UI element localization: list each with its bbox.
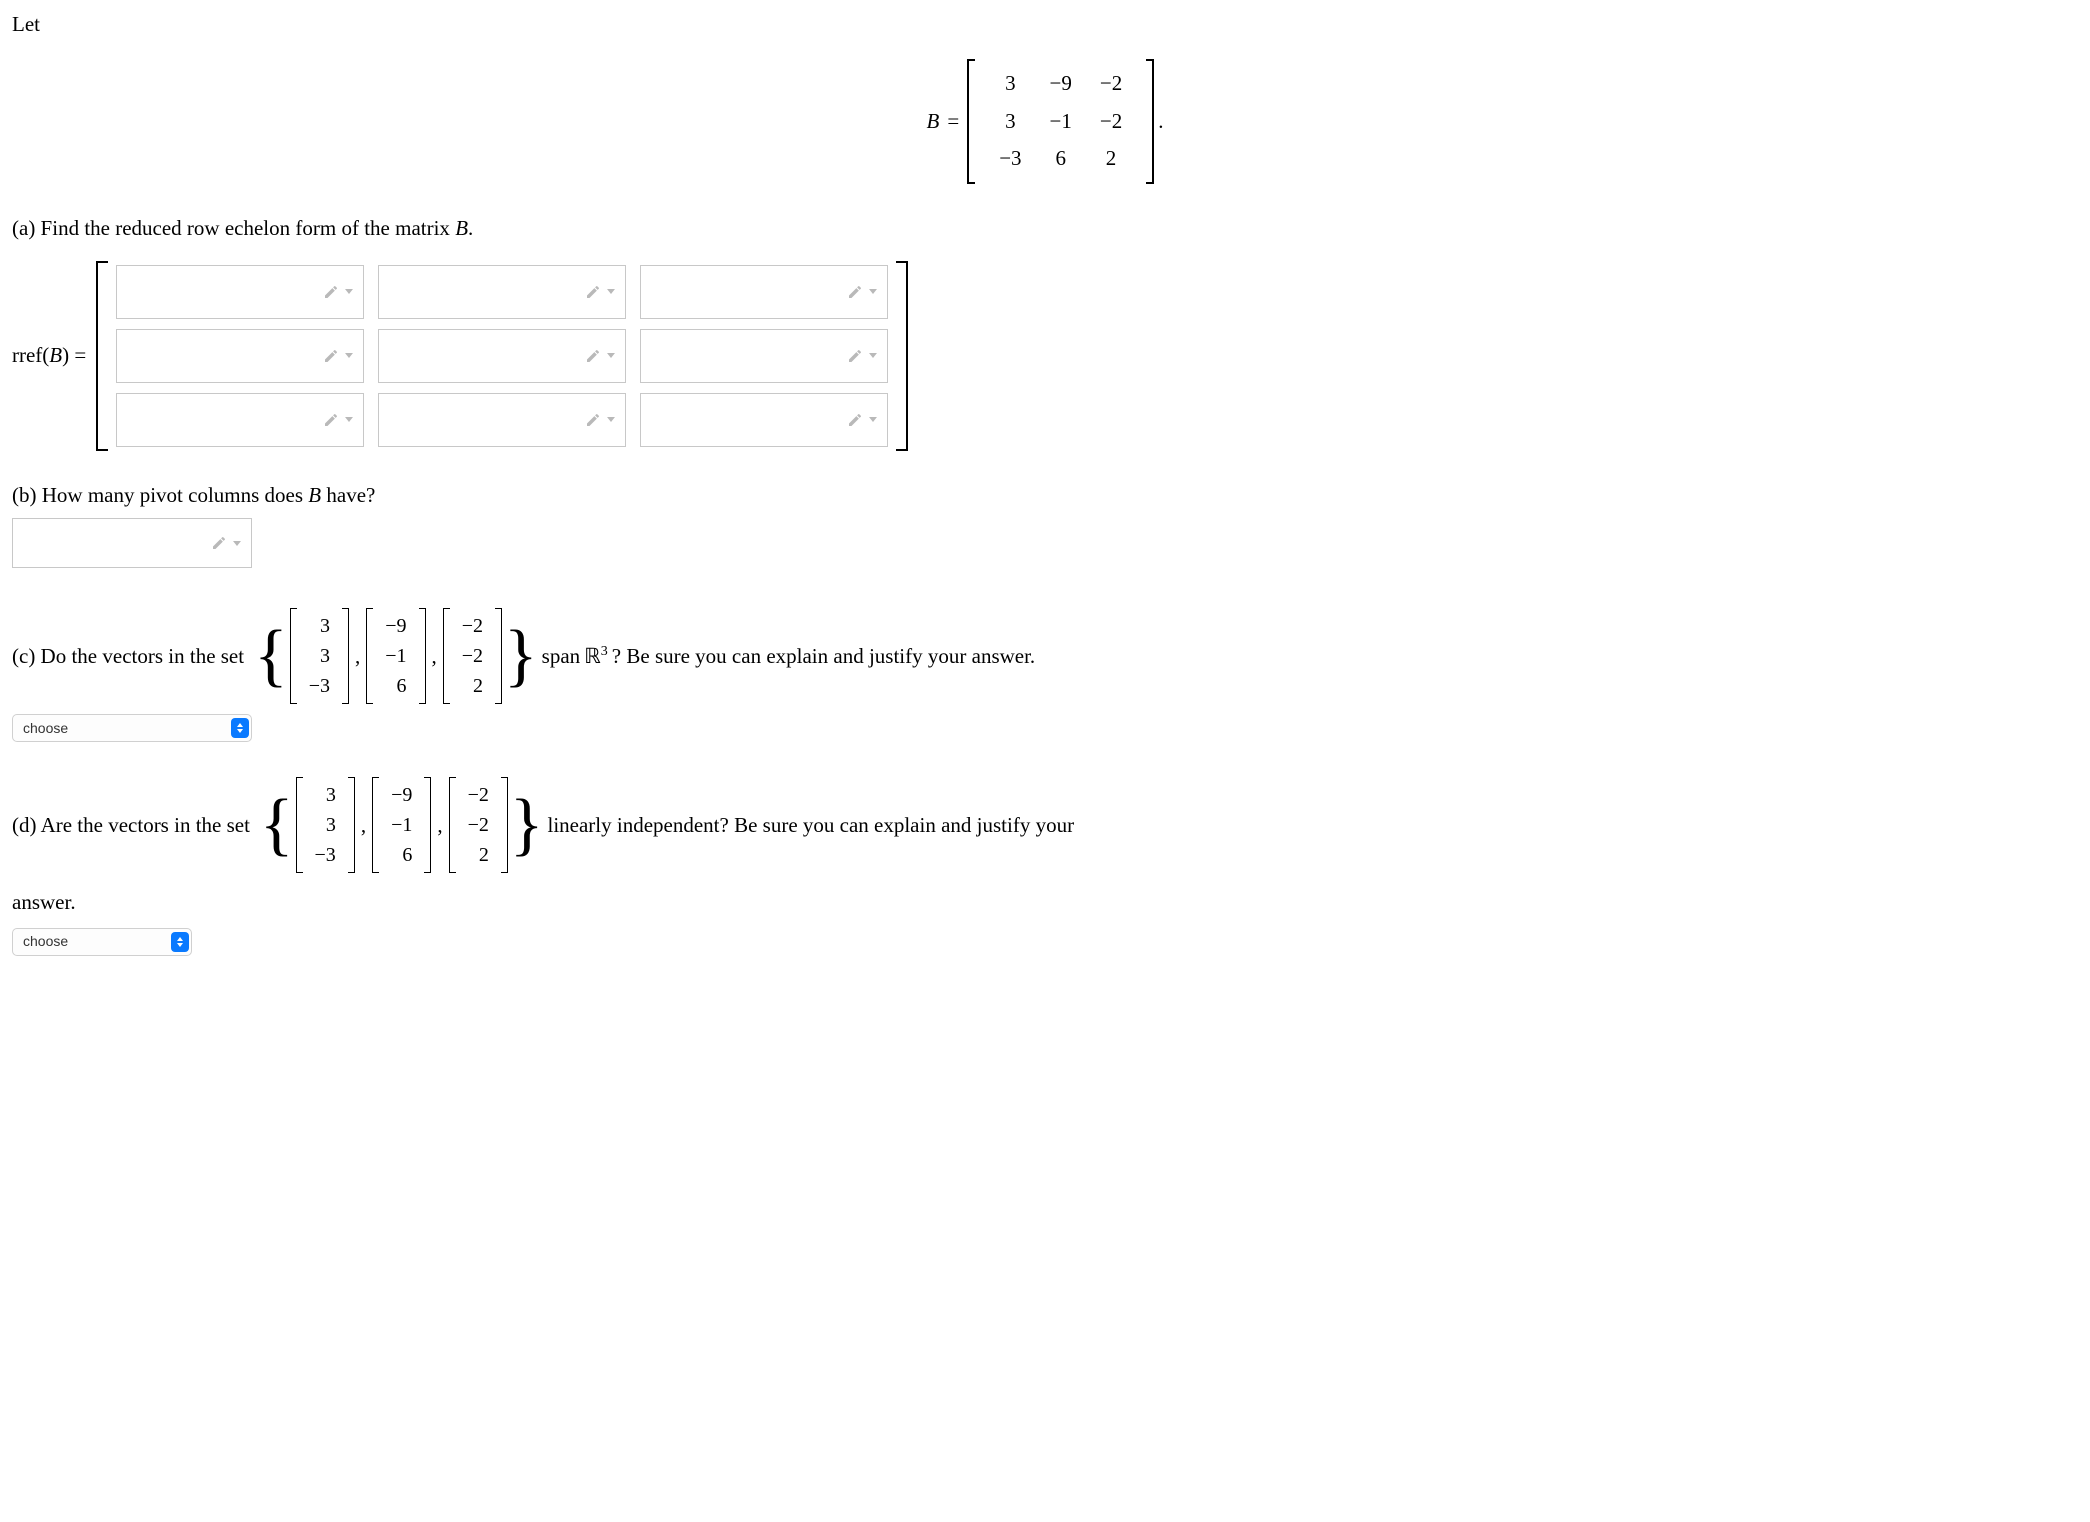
matrix-input-0-2[interactable] <box>640 265 888 319</box>
pencil-icon <box>847 410 867 430</box>
chevron-up-down-icon <box>231 718 249 738</box>
span-select[interactable]: choose <box>12 714 252 742</box>
matrix-input-2-1[interactable] <box>378 393 626 447</box>
matrix-input-1-2[interactable] <box>640 329 888 383</box>
pencil-icon <box>847 346 867 366</box>
pencil-icon <box>323 410 343 430</box>
pencil-icon <box>323 346 343 366</box>
part-d-prompt: (d) Are the vectors in the set { 33−3 , … <box>12 777 2078 873</box>
matrix-input-1-0[interactable] <box>116 329 364 383</box>
select-label: choose <box>23 719 223 739</box>
rref-input-matrix <box>96 261 908 451</box>
chevron-up-down-icon <box>171 932 189 952</box>
part-c-prompt: (c) Do the vectors in the set { 33−3 , −… <box>12 608 2078 704</box>
matrix-b-var: B <box>927 107 940 136</box>
vector-set-d: { 33−3 , −9−16 , −2−22 } <box>260 777 544 873</box>
matrix-input-2-2[interactable] <box>640 393 888 447</box>
pencil-icon <box>211 533 231 553</box>
part-a-prompt: (a) Find the reduced row echelon form of… <box>12 214 2078 243</box>
matrix-period: . <box>1158 107 1163 136</box>
independence-select[interactable]: choose <box>12 928 192 956</box>
part-c: (c) Do the vectors in the set { 33−3 , −… <box>12 608 2078 742</box>
part-b-prompt: (b) How many pivot columns does B have? <box>12 481 2078 510</box>
pencil-icon <box>585 410 605 430</box>
pencil-icon <box>847 282 867 302</box>
select-label: choose <box>23 932 163 952</box>
intro-text: Let <box>12 10 2078 39</box>
part-a: (a) Find the reduced row echelon form of… <box>12 214 2078 451</box>
matrix-b-definition: B = 3−9−2 3−1−2 −362 . <box>12 59 2078 183</box>
rref-label: rref(B) = <box>12 341 86 370</box>
part-d: (d) Are the vectors in the set { 33−3 , … <box>12 777 2078 955</box>
real-numbers-symbol: ℝ3 <box>584 642 608 671</box>
matrix-input-2-0[interactable] <box>116 393 364 447</box>
matrix-input-1-1[interactable] <box>378 329 626 383</box>
pivot-count-input[interactable] <box>12 518 252 568</box>
pencil-icon <box>323 282 343 302</box>
matrix-input-0-1[interactable] <box>378 265 626 319</box>
pencil-icon <box>585 282 605 302</box>
vector-set-c: { 33−3 , −9−16 , −2−22 } <box>254 608 538 704</box>
equals-sign: = <box>947 107 959 136</box>
matrix-b-brackets: 3−9−2 3−1−2 −362 <box>967 59 1154 183</box>
matrix-b-table: 3−9−2 3−1−2 −362 <box>985 65 1136 177</box>
matrix-input-0-0[interactable] <box>116 265 364 319</box>
part-b: (b) How many pivot columns does B have? <box>12 481 2078 568</box>
pencil-icon <box>585 346 605 366</box>
part-d-continuation: answer. <box>12 888 2078 917</box>
